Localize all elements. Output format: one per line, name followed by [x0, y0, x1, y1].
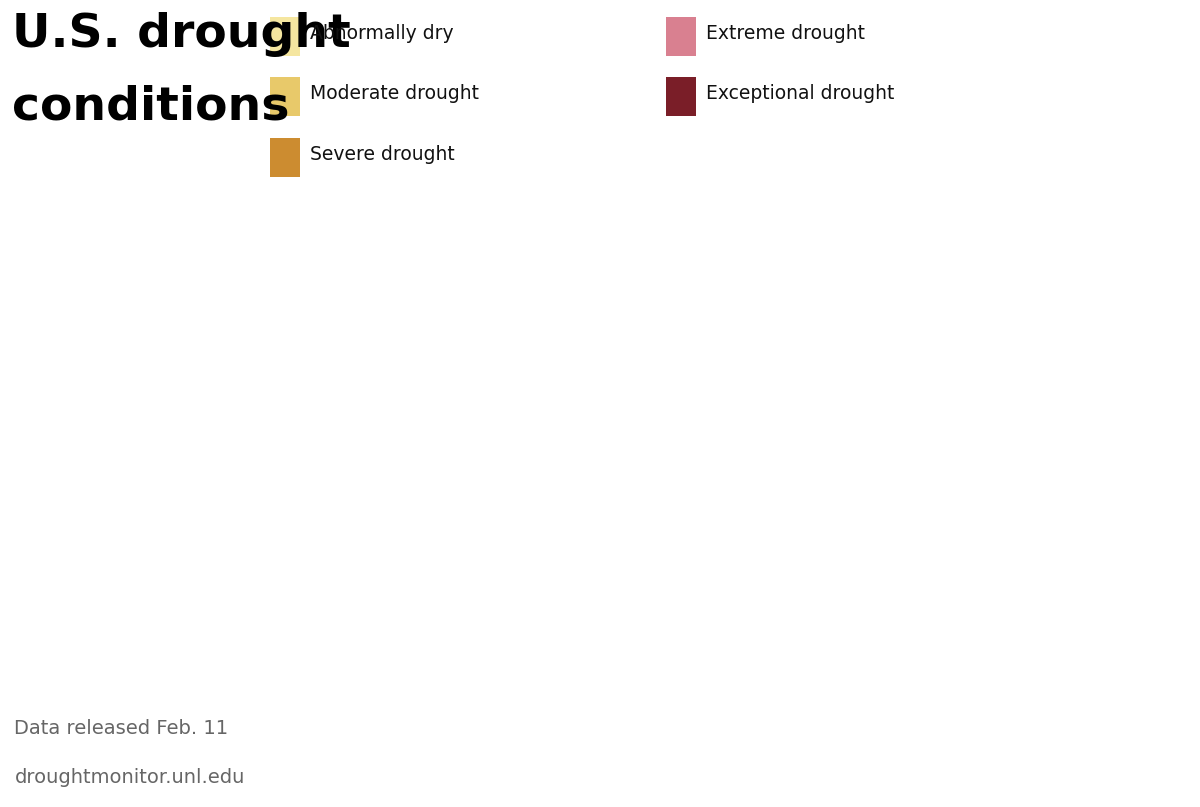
Text: U.S. drought: U.S. drought — [12, 12, 350, 57]
Text: droughtmonitor.unl.edu: droughtmonitor.unl.edu — [14, 767, 245, 787]
Text: Exceptional drought: Exceptional drought — [706, 84, 894, 103]
Text: Moderate drought: Moderate drought — [310, 84, 479, 103]
Text: Severe drought: Severe drought — [310, 144, 455, 164]
Text: Abnormally dry: Abnormally dry — [310, 23, 454, 43]
Text: conditions: conditions — [12, 85, 289, 130]
Text: Data released Feb. 11: Data released Feb. 11 — [14, 719, 228, 738]
Text: Extreme drought: Extreme drought — [706, 23, 865, 43]
